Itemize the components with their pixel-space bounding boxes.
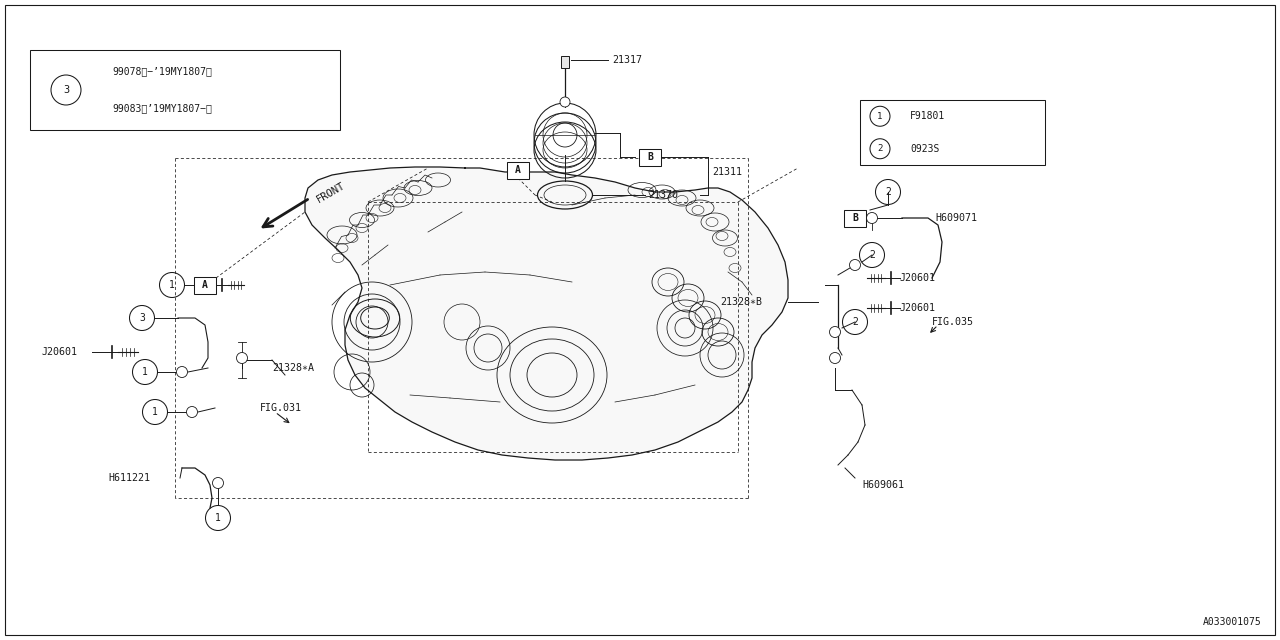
Circle shape: [237, 353, 247, 364]
Bar: [195, 276, 216, 294]
Text: J20601: J20601: [900, 273, 936, 283]
Text: H611221: H611221: [108, 473, 150, 483]
Circle shape: [850, 259, 860, 271]
Text: 0923S: 0923S: [910, 144, 940, 154]
Text: 21328∗B: 21328∗B: [719, 297, 762, 307]
Text: H609071: H609071: [934, 213, 977, 223]
Text: A: A: [202, 280, 207, 290]
Text: 3: 3: [63, 85, 69, 95]
Text: J20601: J20601: [42, 347, 78, 357]
Text: 2: 2: [852, 317, 858, 327]
Text: B: B: [648, 152, 653, 162]
Text: FIG.031: FIG.031: [260, 403, 302, 413]
Circle shape: [829, 353, 841, 364]
Text: 21370: 21370: [648, 190, 678, 200]
Text: FIG.035: FIG.035: [932, 317, 974, 327]
Text: A: A: [515, 165, 521, 175]
Text: 99078（−’19MY1807）: 99078（−’19MY1807）: [113, 66, 212, 76]
Text: F91801: F91801: [910, 111, 945, 121]
Polygon shape: [305, 167, 788, 460]
Bar: [507, 161, 529, 179]
Circle shape: [867, 212, 878, 223]
Text: 2: 2: [884, 187, 891, 197]
Circle shape: [829, 326, 841, 337]
Text: 1: 1: [877, 112, 883, 121]
Text: 21311: 21311: [712, 167, 742, 177]
Circle shape: [561, 97, 570, 107]
Text: 99083（’19MY1807−）: 99083（’19MY1807−）: [113, 104, 212, 113]
Text: 1: 1: [152, 407, 157, 417]
Circle shape: [187, 406, 197, 417]
Bar: [844, 209, 867, 227]
Text: B: B: [852, 213, 858, 223]
Text: 2: 2: [869, 250, 876, 260]
Circle shape: [177, 367, 187, 378]
Text: 3: 3: [140, 313, 145, 323]
Text: 1: 1: [215, 513, 221, 523]
Text: H609061: H609061: [861, 480, 904, 490]
Text: 2: 2: [877, 144, 883, 153]
Text: 21317: 21317: [612, 55, 643, 65]
Circle shape: [212, 477, 224, 488]
Bar: [29, 50, 340, 130]
Text: 1: 1: [169, 280, 175, 290]
Text: 21328∗A: 21328∗A: [273, 363, 314, 373]
Bar: [561, 56, 570, 68]
Bar: [860, 100, 1044, 165]
Text: FRONT: FRONT: [315, 181, 347, 205]
Bar: [639, 148, 660, 166]
Text: J20601: J20601: [900, 303, 936, 313]
Text: A033001075: A033001075: [1203, 617, 1262, 627]
Text: 1: 1: [142, 367, 148, 377]
